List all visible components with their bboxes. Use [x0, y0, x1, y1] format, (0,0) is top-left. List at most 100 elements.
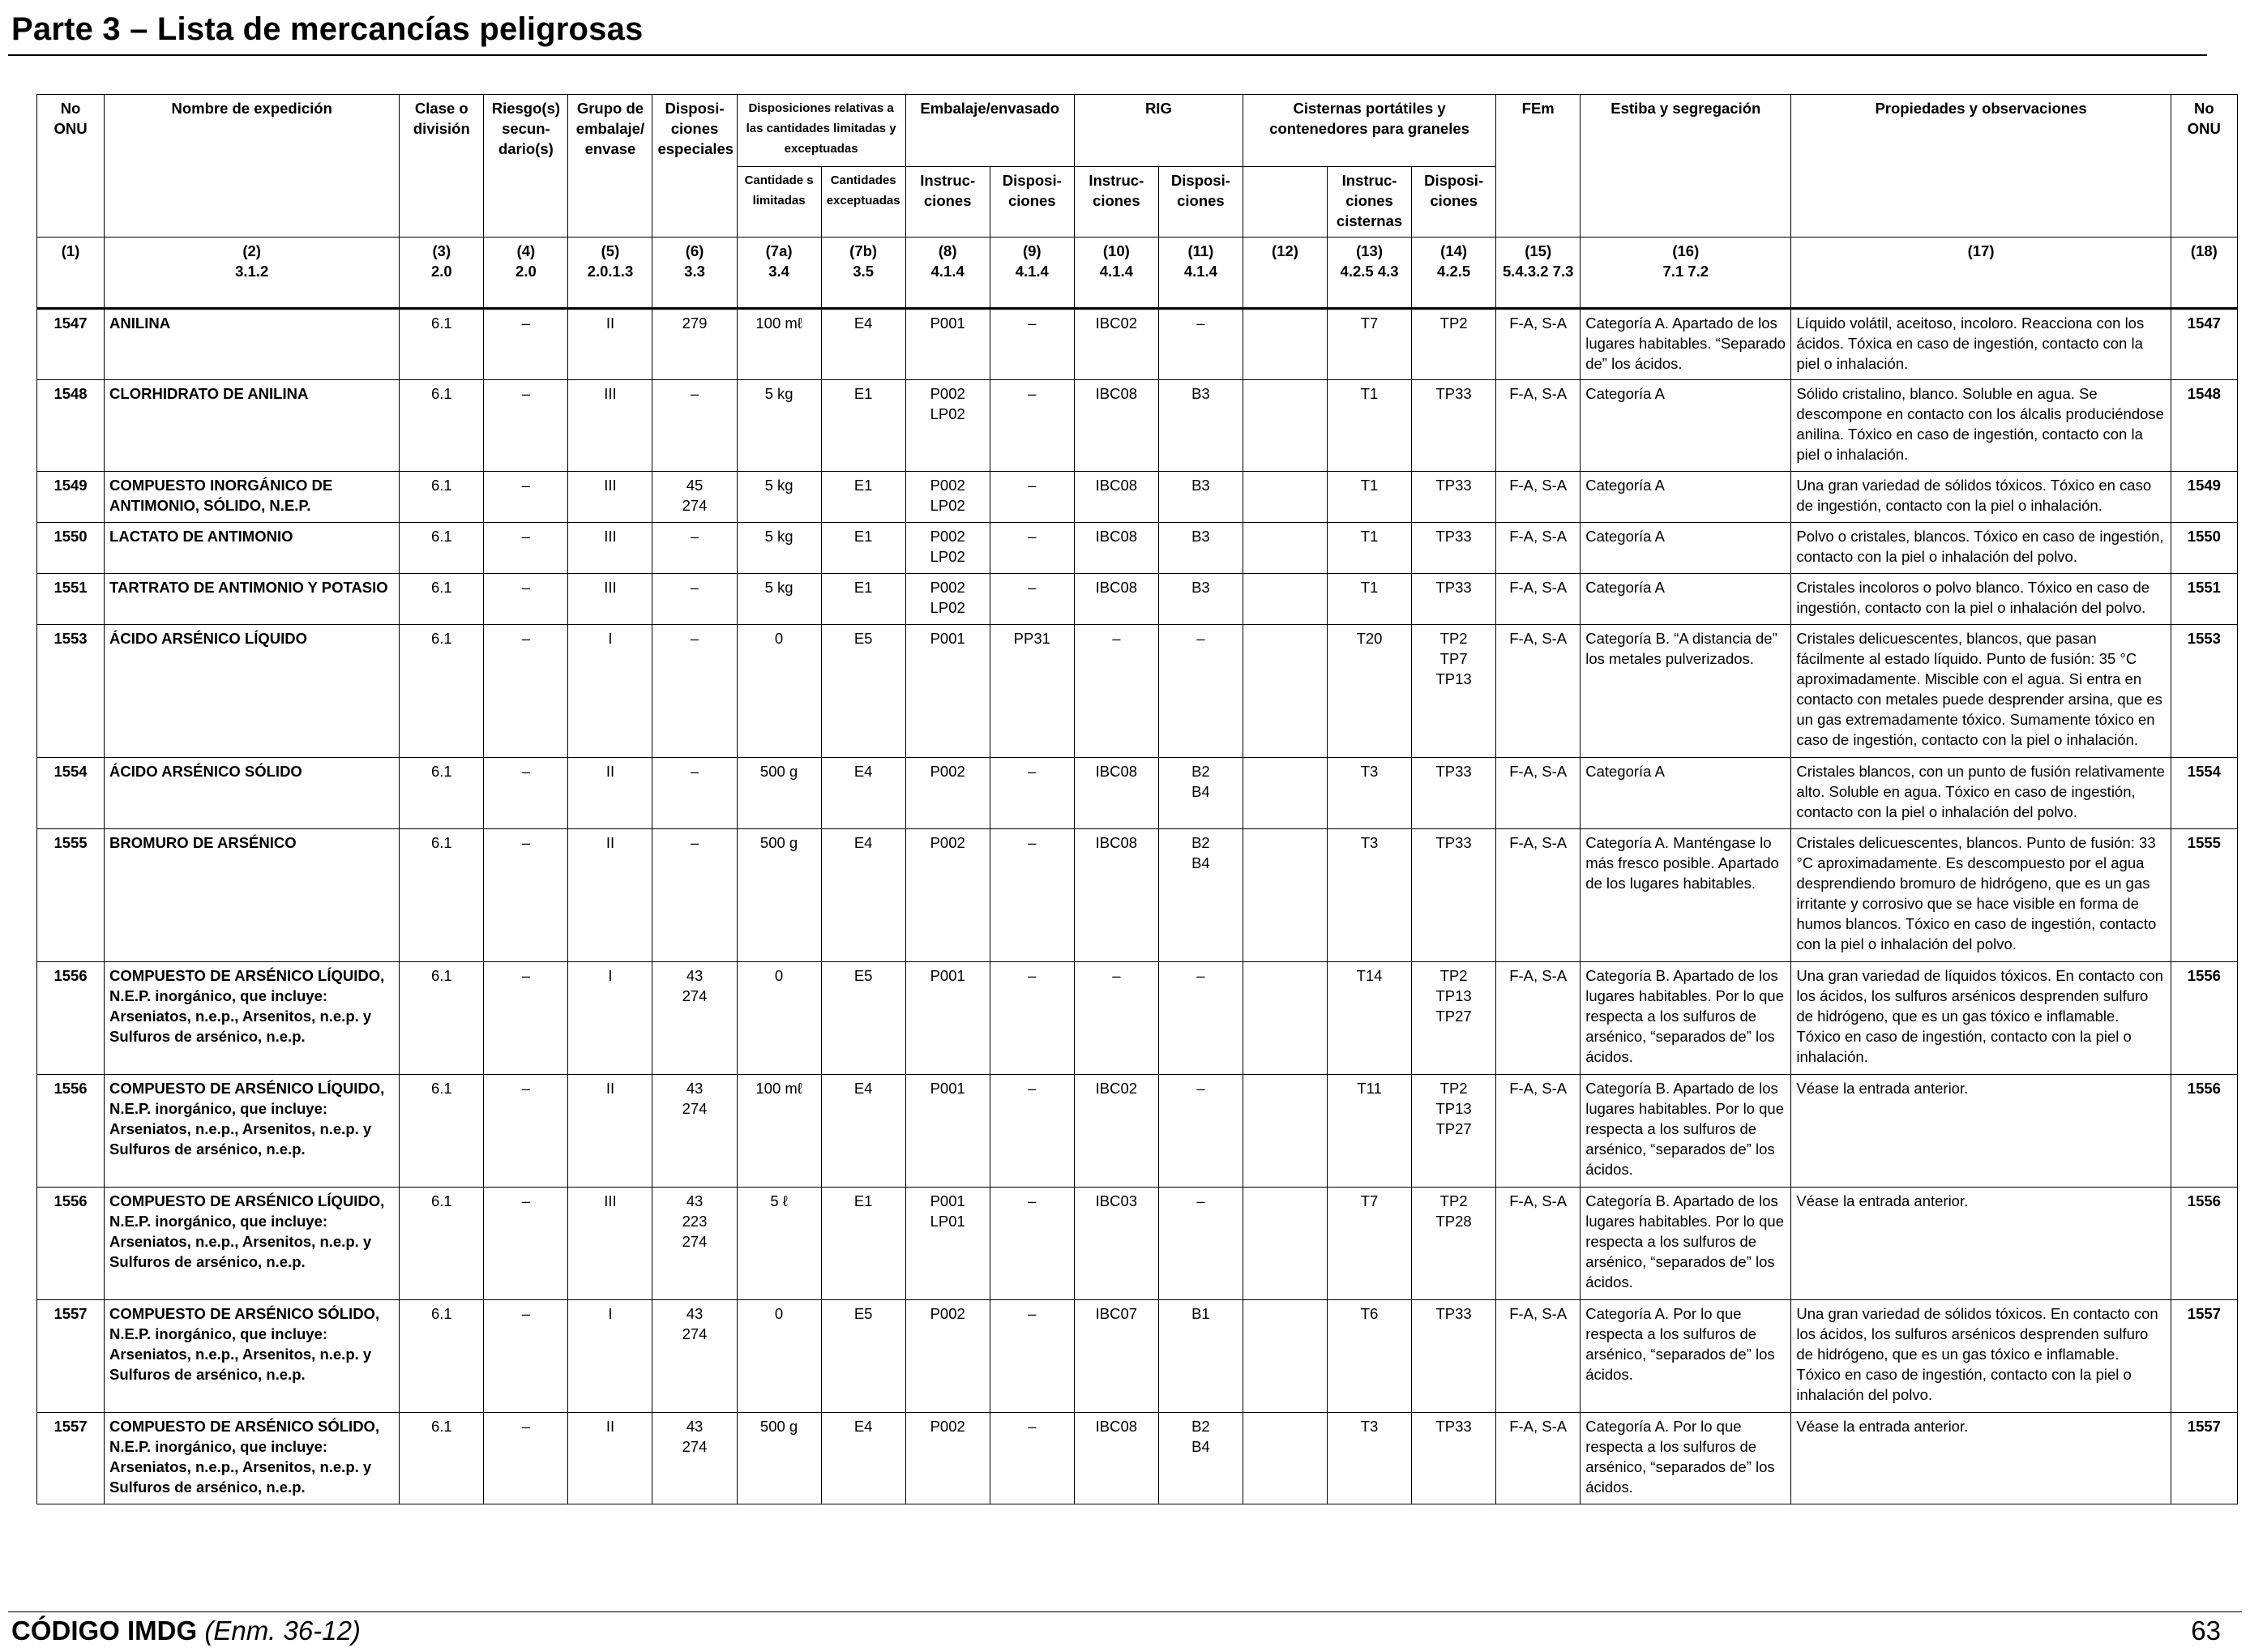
stowage-segregation-cell: Categoría A	[1580, 573, 1792, 625]
column-number-3: (3) 2.0	[399, 237, 485, 310]
un-number-end-cell: 1554	[2170, 757, 2239, 829]
column-reference: 2.0.1.3	[587, 263, 634, 280]
excepted-quantity-cell: E1	[820, 379, 906, 472]
ibc-provision-cell: B1	[1157, 1299, 1243, 1413]
table-row: 1551 TARTRATO DE ANTIMONIO Y POTASIO 6.1– I…	[36, 573, 2239, 625]
tank-instruction-cell: T1	[1327, 379, 1413, 472]
header-column-12	[1242, 166, 1328, 238]
tank-provision-cell: TP33	[1411, 757, 1497, 829]
shipping-name-cell: LACTATO DE ANTIMONIO	[104, 522, 400, 574]
properties-observations-cell: Véase la entrada anterior.	[1790, 1187, 2171, 1300]
column-reference: 5.4.3.2 7.3	[1502, 263, 1574, 280]
un-number-cell: 1550	[36, 522, 105, 574]
packing-group-cell: II	[567, 757, 653, 829]
ibc-provision-cell: B2 B4	[1157, 1412, 1243, 1504]
ibc-provision-cell: –	[1157, 1187, 1243, 1300]
tank-provision-cell: TP2 TP13 TP27	[1411, 961, 1497, 1075]
class-cell: 6.1	[399, 379, 485, 472]
column-number-14: (13) 4.2.5 4.3	[1327, 237, 1413, 310]
ems-code-cell: F-A, S-A	[1495, 757, 1581, 829]
limited-quantity-cell: 0	[736, 961, 822, 1075]
column-12-cell	[1242, 522, 1328, 574]
table-row: 1554 ÁCIDO ARSÉNICO SÓLIDO 6.1– II –500 g E4 P…	[36, 757, 2239, 829]
un-number-end-cell: 1547	[2170, 308, 2239, 380]
packing-instruction-cell: P002 LP02	[905, 573, 990, 625]
header-packing-group: Grupo de embalaje/ envase	[567, 94, 653, 238]
special-provisions-cell: –	[652, 522, 738, 574]
column-number-label: (7a)	[765, 242, 793, 259]
table-row: 1549 COMPUESTO INORGÁNICO DE ANTIMONIO, S…	[36, 471, 2239, 523]
column-reference: 3.3	[684, 263, 705, 280]
class-cell: 6.1	[399, 471, 485, 523]
footer-amendment: (Enm. 36-12)	[204, 1616, 361, 1646]
un-number-end-cell: 1556	[2170, 961, 2239, 1075]
un-number-end-cell: 1550	[2170, 522, 2239, 574]
column-number-label: (18)	[2190, 242, 2218, 259]
ems-code-cell: F-A, S-A	[1495, 624, 1581, 758]
column-reference: 4.1.4	[1183, 263, 1217, 280]
ibc-instruction-cell: IBC02	[1073, 1074, 1159, 1188]
excepted-quantity-cell: E5	[820, 624, 906, 758]
packing-provision-cell: –	[989, 379, 1075, 472]
packing-group-cell: I	[567, 1299, 653, 1413]
column-number-label: (13)	[1356, 242, 1383, 259]
tank-instruction-cell: T7	[1327, 1187, 1413, 1300]
packing-group-cell: II	[567, 828, 653, 962]
header-un-number: No ONU	[36, 94, 105, 238]
stowage-segregation-cell: Categoría A. Por lo que respecta a los s…	[1580, 1412, 1792, 1504]
column-number-label: (2)	[242, 242, 261, 259]
column-number-2: (2) 3.1.2	[104, 237, 400, 310]
stowage-segregation-cell: Categoría B. Apartado de los lugares hab…	[1580, 1074, 1792, 1188]
packing-group-cell: II	[567, 1412, 653, 1504]
header-limited-excepted-group: Disposiciones relativas a las cantidades…	[736, 94, 906, 167]
un-number-cell: 1556	[36, 961, 105, 1075]
packing-group-cell: III	[567, 573, 653, 625]
column-number-label: (8)	[938, 242, 957, 259]
column-number-15: (14) 4.2.5	[1411, 237, 1497, 310]
tank-instruction-cell: T1	[1327, 471, 1413, 523]
table-row: 1548 CLORHIDRATO DE ANILINA 6.1– III –5 kg E1…	[36, 379, 2239, 472]
un-number-end-cell: 1556	[2170, 1187, 2239, 1300]
header-packing-provisions: Disposi- ciones	[989, 166, 1075, 238]
column-reference: 3.4	[768, 263, 789, 280]
limited-quantity-cell: 0	[736, 624, 822, 758]
column-number-label: (5)	[601, 242, 620, 259]
header-un-number-end: No ONU	[2170, 94, 2239, 238]
column-12-cell	[1242, 379, 1328, 472]
excepted-quantity-cell: E1	[820, 522, 906, 574]
shipping-name-cell: COMPUESTO DE ARSÉNICO LÍQUIDO, N.E.P. in…	[104, 1074, 400, 1188]
properties-observations-cell: Líquido volátil, aceitoso, incoloro. Rea…	[1790, 308, 2171, 380]
packing-instruction-cell: P002 LP02	[905, 522, 990, 574]
limited-quantity-cell: 5 kg	[736, 573, 822, 625]
packing-group-cell: III	[567, 379, 653, 472]
column-number-label: (4)	[516, 242, 536, 259]
subsidiary-risk-cell: –	[483, 1412, 569, 1504]
special-provisions-cell: 279	[652, 308, 738, 380]
packing-group-cell: III	[567, 1187, 653, 1300]
class-cell: 6.1	[399, 961, 485, 1075]
packing-instruction-cell: P001	[905, 1074, 990, 1188]
header-tank-instructions: Instruc- ciones cisternas	[1327, 166, 1413, 238]
packing-provision-cell: –	[989, 522, 1075, 574]
special-provisions-cell: 43 274	[652, 1299, 738, 1413]
packing-provision-cell: –	[989, 1299, 1075, 1413]
table-row: 1555 BROMURO DE ARSÉNICO 6.1– II –500 g E4 P00…	[36, 828, 2239, 962]
shipping-name-cell: COMPUESTO DE ARSÉNICO SÓLIDO, N.E.P. ino…	[104, 1412, 400, 1504]
packing-provision-cell: –	[989, 828, 1075, 962]
column-number-4: (4) 2.0	[483, 237, 569, 310]
excepted-quantity-cell: E5	[820, 1299, 906, 1413]
column-reference: 4.1.4	[930, 263, 965, 280]
tank-provision-cell: TP33	[1411, 573, 1497, 625]
limited-quantity-cell: 5 kg	[736, 379, 822, 472]
un-number-cell: 1555	[36, 828, 105, 962]
properties-observations-cell: Una gran variedad de líquidos tóxicos. E…	[1790, 961, 2171, 1075]
tank-instruction-cell: T14	[1327, 961, 1413, 1075]
ibc-provision-cell: B3	[1157, 379, 1243, 472]
shipping-name-cell: COMPUESTO DE ARSÉNICO LÍQUIDO, N.E.P. in…	[104, 961, 400, 1075]
stowage-segregation-cell: Categoría A	[1580, 471, 1792, 523]
subsidiary-risk-cell: –	[483, 828, 569, 962]
packing-instruction-cell: P001	[905, 624, 990, 758]
tank-instruction-cell: T20	[1327, 624, 1413, 758]
column-12-cell	[1242, 828, 1328, 962]
column-12-cell	[1242, 1074, 1328, 1188]
